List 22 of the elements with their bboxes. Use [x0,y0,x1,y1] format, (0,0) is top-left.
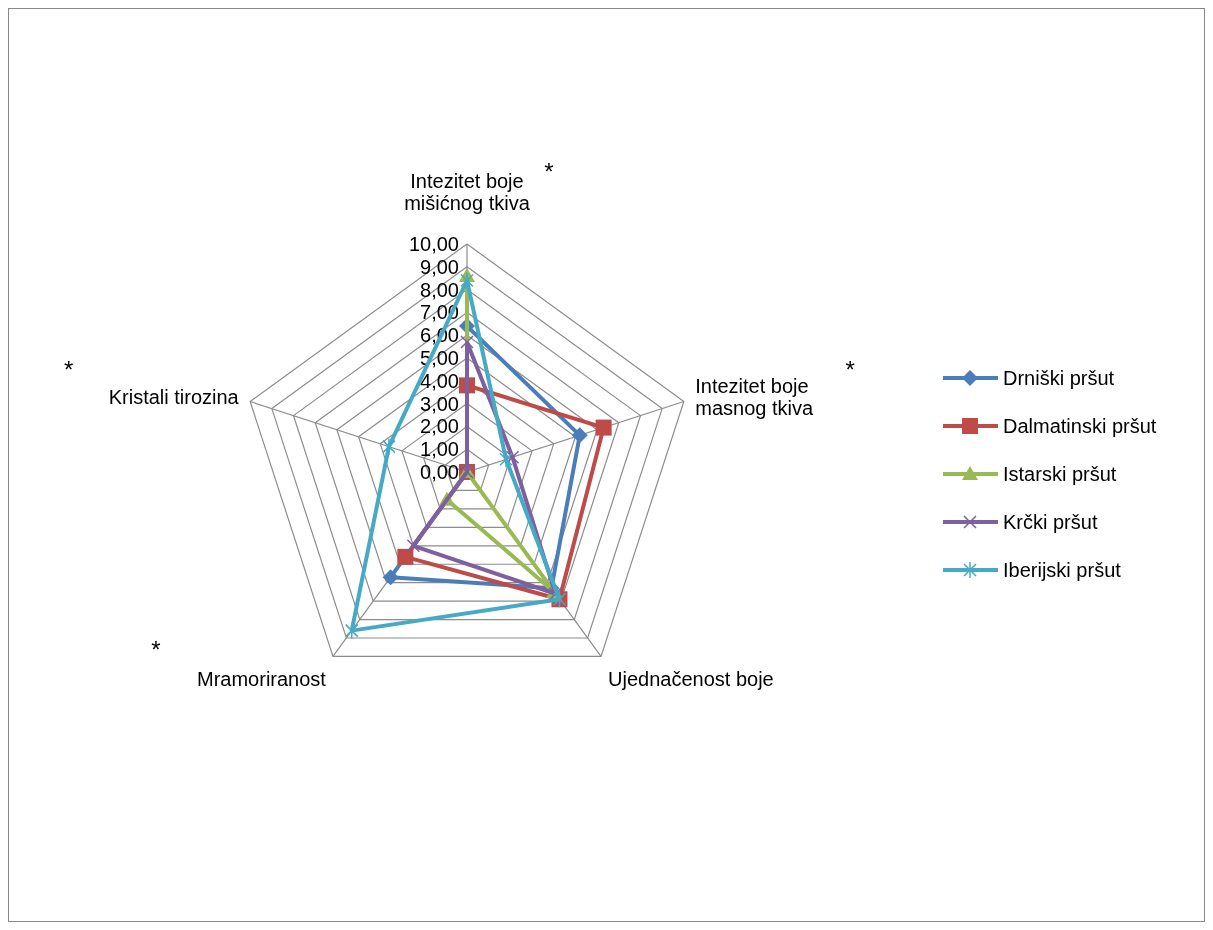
legend-label: Dalmatinski pršut [1003,415,1157,437]
spoke-label: Mramoriranost [197,668,327,691]
legend-label: Krčki pršut [1003,511,1098,533]
text: * [544,158,554,185]
spoke-label: Intezitet boje mišićnog tkiva [404,170,531,214]
text: * [151,636,161,664]
legend-label: Iberijski pršut [1003,559,1122,581]
legend-label: Drniški pršut [1003,367,1115,389]
y-tick-label: 0,00 [420,461,459,483]
y-tick-label: 2,00 [420,415,459,438]
y-tick-label: 8,00 [420,278,459,301]
spoke-label: Kristali tirozina [108,385,240,408]
legend-label: Istarski pršut [1003,463,1117,485]
y-tick-label: 1,00 [420,438,459,461]
spoke-label: Ujednačenost boje [608,668,774,691]
text: * [845,355,855,383]
y-tick-label: 10,00 [408,233,459,255]
text: * [64,355,74,383]
y-tick-label: 9,00 [420,255,459,278]
y-tick-label: 4,00 [420,369,459,392]
spoke-label: Intezitet boje masnog tkiva [695,374,814,419]
y-tick-label: 3,00 [420,392,459,415]
